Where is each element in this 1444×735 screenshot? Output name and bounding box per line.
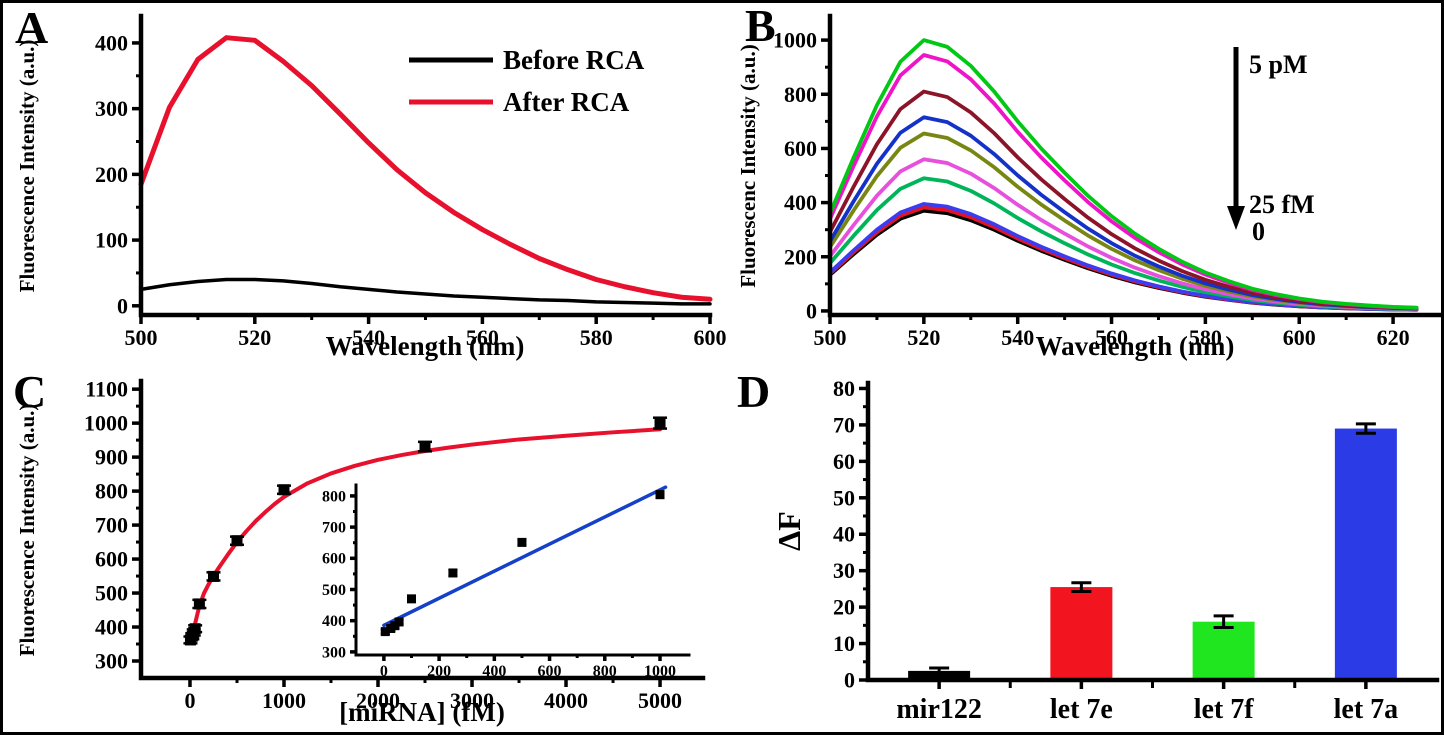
svg-text:ΔF: ΔF	[771, 511, 807, 551]
svg-text:1000: 1000	[262, 688, 306, 713]
svg-text:1100: 1100	[85, 377, 128, 402]
svg-text:4000: 4000	[544, 688, 588, 713]
svg-text:200: 200	[427, 663, 451, 680]
svg-text:1000: 1000	[773, 28, 817, 53]
svg-text:500: 500	[125, 325, 158, 350]
svg-text:100: 100	[95, 228, 128, 253]
svg-text:let 7a: let 7a	[1334, 694, 1399, 725]
panel-label-b: B	[745, 0, 776, 51]
svg-text:800: 800	[593, 663, 617, 680]
panel-label-a: A	[15, 2, 49, 53]
svg-text:10: 10	[833, 631, 855, 656]
svg-text:0: 0	[1252, 217, 1265, 246]
svg-text:520: 520	[238, 325, 271, 350]
svg-text:0: 0	[844, 667, 855, 692]
svg-text:80: 80	[833, 376, 855, 401]
svg-text:Fluorescence Intensity (a.u.): Fluorescence Intensity (a.u.)	[15, 404, 39, 657]
svg-text:2000: 2000	[356, 688, 400, 713]
svg-text:70: 70	[833, 412, 855, 437]
svg-text:400: 400	[95, 615, 128, 640]
svg-text:620: 620	[1377, 325, 1410, 350]
svg-text:0: 0	[806, 298, 817, 323]
svg-text:1000: 1000	[644, 663, 676, 680]
svg-text:60: 60	[833, 449, 855, 474]
svg-text:800: 800	[784, 82, 817, 107]
svg-text:600: 600	[784, 136, 817, 161]
svg-text:700: 700	[95, 513, 128, 538]
svg-text:600: 600	[1283, 325, 1316, 350]
svg-text:let 7f: let 7f	[1194, 694, 1255, 725]
svg-text:1000: 1000	[84, 411, 128, 436]
svg-text:400: 400	[784, 190, 817, 215]
svg-text:300: 300	[95, 648, 128, 673]
svg-text:580: 580	[1189, 325, 1222, 350]
svg-text:[miRNA] (fM): [miRNA] (fM)	[339, 697, 505, 727]
svg-text:0: 0	[184, 688, 195, 713]
svg-text:400: 400	[95, 30, 128, 55]
svg-text:200: 200	[784, 244, 817, 269]
svg-text:5000: 5000	[638, 688, 682, 713]
svg-text:40: 40	[833, 522, 855, 547]
svg-text:800: 800	[322, 488, 346, 505]
panel-label-c: C	[13, 366, 47, 417]
svg-text:200: 200	[95, 162, 128, 187]
svg-text:560: 560	[1095, 325, 1128, 350]
svg-text:50: 50	[833, 485, 855, 510]
svg-text:20: 20	[833, 595, 855, 620]
svg-text:0: 0	[380, 663, 388, 680]
svg-text:3000: 3000	[450, 688, 494, 713]
svg-text:600: 600	[322, 551, 346, 568]
panel-label-d: D	[737, 366, 771, 417]
svg-text:0: 0	[117, 293, 128, 318]
svg-text:After RCA: After RCA	[503, 87, 630, 117]
svg-text:600: 600	[694, 325, 727, 350]
svg-text:Wavelength (nm): Wavelength (nm)	[1036, 331, 1235, 361]
svg-text:400: 400	[482, 663, 506, 680]
svg-text:800: 800	[95, 479, 128, 504]
charts-canvas: 500 520 540 560 580 6000100200300400Wavelengt…	[15, 13, 1441, 727]
svg-text:300: 300	[95, 96, 128, 121]
svg-text:500: 500	[95, 581, 128, 606]
svg-text:580: 580	[580, 325, 613, 350]
svg-text:900: 900	[95, 445, 128, 470]
svg-text:560: 560	[466, 325, 499, 350]
svg-text:300: 300	[322, 644, 346, 661]
svg-text:700: 700	[322, 520, 346, 537]
svg-text:5 pM: 5 pM	[1249, 50, 1308, 79]
svg-text:let 7e: let 7e	[1050, 694, 1113, 725]
svg-text:500: 500	[322, 582, 346, 599]
svg-text:540: 540	[352, 325, 385, 350]
svg-text:Before RCA: Before RCA	[503, 45, 645, 75]
svg-text:mir122: mir122	[896, 694, 982, 725]
svg-text:Fluorescence Intensity (a.u.): Fluorescence Intensity (a.u.)	[15, 40, 39, 293]
svg-text:30: 30	[833, 558, 855, 583]
svg-text:600: 600	[538, 663, 562, 680]
svg-text:400: 400	[322, 613, 346, 630]
svg-text:500: 500	[814, 325, 847, 350]
svg-text:25 fM: 25 fM	[1249, 190, 1315, 219]
svg-text:Wavelength (nm): Wavelength (nm)	[326, 331, 525, 361]
svg-text:Fluorescenc Intensity (a.u.): Fluorescenc Intensity (a.u.)	[736, 44, 760, 287]
svg-text:600: 600	[95, 547, 128, 572]
svg-text:520: 520	[907, 325, 940, 350]
svg-text:540: 540	[1001, 325, 1034, 350]
